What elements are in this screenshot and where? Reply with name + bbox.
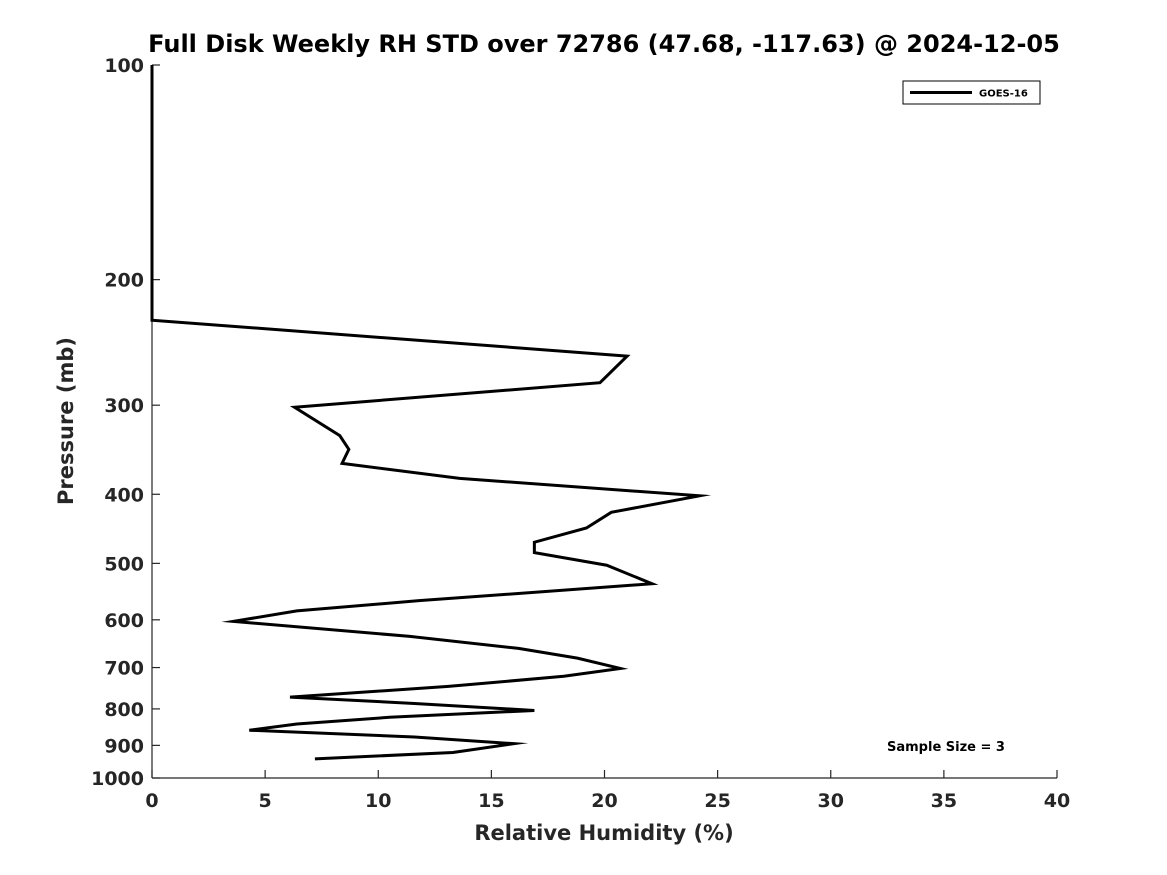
y-tick-label: 1000 xyxy=(91,768,144,790)
chart-title: Full Disk Weekly RH STD over 72786 (47.6… xyxy=(148,30,1060,58)
x-axis-ticks: 0 5 10 15 20 25 30 35 40 xyxy=(145,770,1070,812)
y-tick-label: 300 xyxy=(104,395,144,417)
x-tick-label: 20 xyxy=(591,790,617,812)
legend: GOES-16 xyxy=(902,80,1041,105)
y-tick-label: 900 xyxy=(104,735,144,757)
y-tick-label: 700 xyxy=(104,658,144,680)
legend-label-goes-16: GOES-16 xyxy=(979,89,1028,100)
y-axis-ticks: 100 200 300 400 500 600 700 800 900 1000 xyxy=(91,55,160,790)
series-line-goes-16 xyxy=(150,65,712,761)
x-tick-label: 30 xyxy=(818,790,844,812)
sample-size-annotation: Sample Size = 3 xyxy=(887,740,1005,755)
x-tick-label: 40 xyxy=(1044,790,1070,812)
y-tick-label: 200 xyxy=(104,270,144,292)
x-tick-label: 35 xyxy=(931,790,957,812)
y-tick-label: 500 xyxy=(104,553,144,575)
x-axis-label: Relative Humidity (%) xyxy=(474,821,733,845)
x-tick-label: 15 xyxy=(478,790,504,812)
y-axis-label: Pressure (mb) xyxy=(54,337,78,505)
series-layer xyxy=(150,65,712,761)
x-tick-label: 25 xyxy=(704,790,730,812)
x-tick-label: 5 xyxy=(259,790,272,812)
y-tick-label: 600 xyxy=(104,610,144,632)
x-tick-label: 0 xyxy=(145,790,158,812)
y-tick-label: 800 xyxy=(104,699,144,721)
y-tick-label: 100 xyxy=(104,55,144,77)
y-tick-label: 400 xyxy=(104,484,144,506)
x-tick-label: 10 xyxy=(365,790,391,812)
